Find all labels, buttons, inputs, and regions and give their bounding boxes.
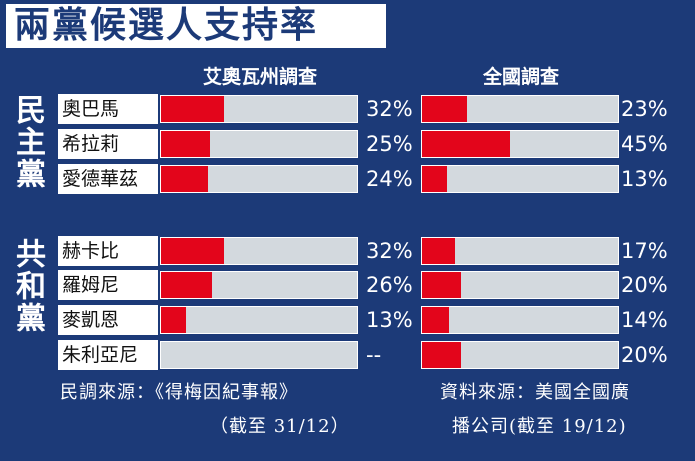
bar-fill xyxy=(161,96,224,122)
data-label: 23% xyxy=(621,97,668,121)
party-label-republican-text: 共和黨 xyxy=(10,238,45,334)
data-label: 45% xyxy=(621,132,668,156)
candidate-name: 愛德華茲 xyxy=(58,164,158,194)
bar-track xyxy=(160,271,358,299)
data-label: 17% xyxy=(621,239,668,263)
data-label: 13% xyxy=(366,308,413,332)
poll-source: 民調來源：《得梅因紀事報》 xyxy=(60,382,298,403)
series-label-national: 全國調查 xyxy=(482,66,559,88)
candidate-name: 希拉莉 xyxy=(58,129,158,159)
bar-track xyxy=(421,271,619,299)
candidate-name: 朱利亞尼 xyxy=(58,340,158,370)
bar-fill xyxy=(161,307,187,333)
candidate-name: 赫卡比 xyxy=(58,236,158,266)
bar-track xyxy=(160,130,358,158)
bar-track xyxy=(160,237,358,265)
candidate-name: 奧巴馬 xyxy=(58,94,158,124)
chart-row: 愛德華茲 24% 13% xyxy=(0,162,695,196)
data-label: 32% xyxy=(366,97,413,121)
bar-track xyxy=(421,306,619,334)
data-label: 32% xyxy=(366,239,413,263)
bar-fill xyxy=(161,166,209,192)
data-label: -- xyxy=(366,343,382,367)
chart-row: 赫卡比 32% 17% xyxy=(0,234,695,268)
bar-track xyxy=(160,306,358,334)
data-label: 24% xyxy=(366,167,413,191)
chart-title: 兩黨候選人支持率 xyxy=(6,4,386,48)
data-source: 資料來源：美國全國廣 xyxy=(440,382,630,403)
poll-source-date: （截至 31/12） xyxy=(210,416,350,437)
chart-row: 朱利亞尼 -- 20% xyxy=(0,338,695,372)
bar-fill xyxy=(422,96,468,122)
data-label: 26% xyxy=(366,273,413,297)
chart-row: 羅姆尼 26% 20% xyxy=(0,268,695,302)
data-label: 13% xyxy=(621,167,668,191)
bar-track xyxy=(421,341,619,369)
bar-track xyxy=(160,341,358,369)
party-label-democratic: 民主黨 xyxy=(10,94,45,190)
candidate-name: 羅姆尼 xyxy=(58,270,158,300)
bar-fill xyxy=(422,238,456,264)
bar-fill xyxy=(422,131,511,157)
bar-track xyxy=(421,165,619,193)
series-label-iowa: 艾奧瓦州調查 xyxy=(202,66,317,88)
party-label-democratic-text: 民主黨 xyxy=(10,94,45,190)
chart-row: 希拉莉 25% 45% xyxy=(0,127,695,161)
bar-track xyxy=(421,95,619,123)
bar-track xyxy=(421,130,619,158)
data-source-date: 播公司(截至 19/12) xyxy=(452,416,627,437)
data-label: 25% xyxy=(366,132,413,156)
bar-fill xyxy=(422,307,450,333)
chart-row: 奧巴馬 32% 23% xyxy=(0,92,695,126)
data-label: 20% xyxy=(621,273,668,297)
chart-row: 麥凱恩 13% 14% xyxy=(0,303,695,337)
candidate-name: 麥凱恩 xyxy=(58,305,158,335)
bar-fill xyxy=(161,272,212,298)
bar-fill xyxy=(161,131,210,157)
party-label-republican: 共和黨 xyxy=(10,238,45,334)
bar-track xyxy=(160,95,358,123)
data-label: 20% xyxy=(621,343,668,367)
bar-fill xyxy=(161,238,224,264)
bar-fill xyxy=(422,166,448,192)
bar-fill xyxy=(422,272,462,298)
bar-track xyxy=(160,165,358,193)
bar-track xyxy=(421,237,619,265)
data-label: 14% xyxy=(621,308,668,332)
bar-fill xyxy=(422,342,462,368)
